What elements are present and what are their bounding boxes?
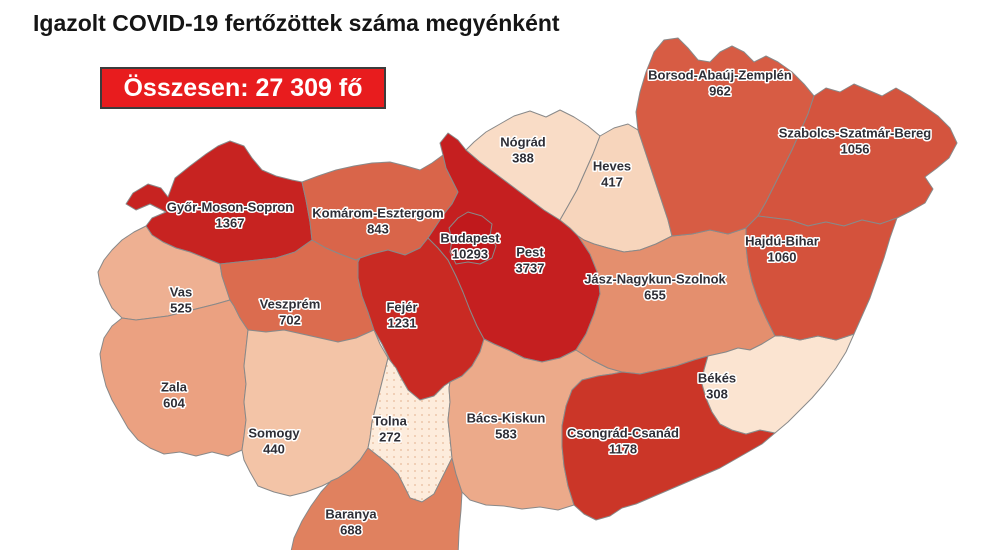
- county-value-label-jasz-nagykun-szolnok: 655: [644, 288, 666, 303]
- county-name-label-borsod-abauj-zemplen: Borsod-Abaúj-Zemplén: [648, 68, 792, 83]
- county-name-label-budapest: Budapest: [440, 231, 500, 246]
- county-name-label-bekes: Békés: [698, 371, 736, 386]
- county-value-label-budapest: 10293: [452, 247, 488, 262]
- county-value-label-bekes: 308: [706, 387, 728, 402]
- county-name-label-komarom-esztergom: Komárom-Esztergom: [312, 206, 443, 221]
- county-name-label-csongrad-csanad: Csongrád-Csanád: [567, 426, 679, 441]
- county-value-label-tolna: 272: [379, 430, 401, 445]
- county-value-label-vas: 525: [170, 301, 192, 316]
- county-shape-szabolcs-szatmar-bereg: [757, 83, 958, 227]
- county-shape-budapest: [448, 211, 497, 265]
- county-value-label-hajdu-bihar: 1060: [768, 250, 797, 265]
- county-name-label-hajdu-bihar: Hajdú-Bihar: [745, 234, 819, 249]
- county-name-label-somogy: Somogy: [248, 426, 300, 441]
- county-value-label-pest: 3737: [516, 261, 545, 276]
- county-value-label-veszprem: 702: [279, 313, 301, 328]
- county-value-label-gyor-moson-sopron: 1367: [216, 216, 245, 231]
- county-name-label-veszprem: Veszprém: [260, 297, 321, 312]
- page-title: Igazolt COVID-19 fertőzöttek száma megyé…: [33, 10, 560, 37]
- county-value-label-somogy: 440: [263, 442, 285, 457]
- county-value-label-szabolcs-szatmar-bereg: 1056: [841, 142, 870, 157]
- county-name-label-szabolcs-szatmar-bereg: Szabolcs-Szatmár-Bereg: [779, 126, 931, 141]
- county-value-label-bacs-kiskun: 583: [495, 427, 517, 442]
- total-badge: Összesen: 27 309 fő: [100, 67, 386, 109]
- county-name-label-pest: Pest: [516, 245, 544, 260]
- county-shape-baranya: [290, 447, 463, 550]
- county-shape-hajdu-bihar: [745, 215, 898, 341]
- county-name-label-jasz-nagykun-szolnok: Jász-Nagykun-Szolnok: [584, 272, 726, 287]
- county-name-label-gyor-moson-sopron: Győr-Moson-Sopron: [167, 200, 293, 215]
- county-value-label-fejer: 1231: [388, 316, 417, 331]
- county-value-label-borsod-abauj-zemplen: 962: [709, 84, 731, 99]
- county-value-label-komarom-esztergom: 843: [367, 222, 389, 237]
- county-name-label-heves: Heves: [593, 159, 631, 174]
- county-name-label-bacs-kiskun: Bács-Kiskun: [467, 411, 546, 426]
- county-name-label-zala: Zala: [161, 380, 188, 395]
- county-name-label-baranya: Baranya: [325, 507, 377, 522]
- county-shape-zala: [99, 299, 249, 457]
- county-value-label-heves: 417: [601, 175, 623, 190]
- county-value-label-csongrad-csanad: 1178: [609, 442, 637, 457]
- county-value-label-zala: 604: [163, 396, 185, 411]
- county-name-label-vas: Vas: [170, 285, 192, 300]
- county-value-label-baranya: 688: [340, 523, 362, 538]
- county-value-label-nograd: 388: [512, 151, 534, 166]
- county-name-label-tolna: Tolna: [373, 414, 407, 429]
- county-name-label-nograd: Nógrád: [500, 135, 546, 150]
- total-badge-label: Összesen: 27 309 fő: [123, 73, 363, 102]
- county-layer: [97, 37, 958, 550]
- county-name-label-fejer: Fejér: [386, 300, 417, 315]
